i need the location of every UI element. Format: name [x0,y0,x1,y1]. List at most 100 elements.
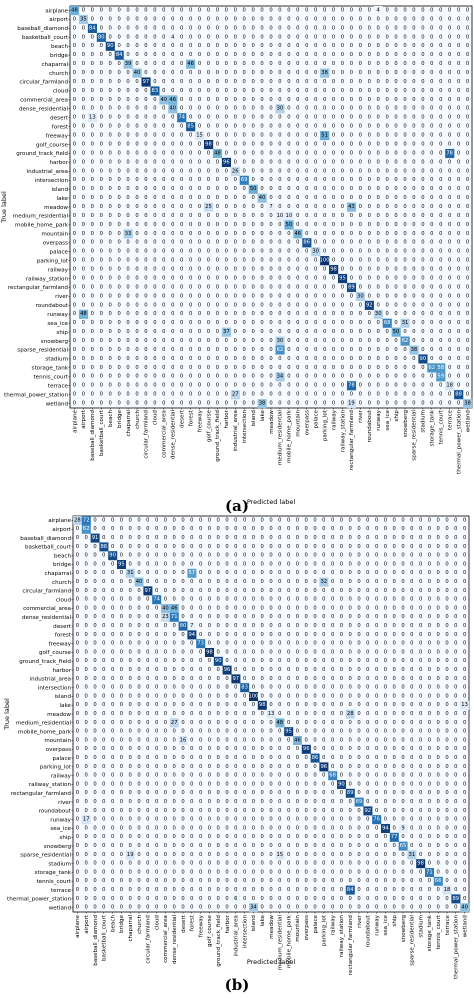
cell-value: 0 [384,641,387,647]
cell-value: 0 [368,115,371,121]
cell-value: 0 [198,240,201,246]
cell-value: 0 [217,702,220,708]
matrix-cell [213,656,223,666]
cell-value: 0 [331,702,334,708]
cell-value: 0 [394,177,397,183]
cell-value: 0 [384,553,387,559]
cell-value: 0 [109,124,112,130]
matrix-cell [152,595,162,605]
cell-value: 0 [393,553,396,559]
cell-value: 0 [448,141,451,147]
cell-value: 0 [181,869,184,875]
cell-value: 0 [428,588,431,594]
cell-value: 40 [162,605,169,611]
cell-value: 0 [208,887,211,893]
cell-value: 0 [403,43,406,49]
cell-value: 0 [437,729,440,735]
cell-value: 0 [368,374,371,380]
cell-value: 0 [100,7,103,13]
cell-value: 0 [93,649,96,655]
cell-value: 0 [419,693,422,699]
cell-value: 0 [341,70,344,76]
cell-value: 0 [164,597,167,603]
column-tick-label: rectangular_farmland [349,410,355,471]
cell-value: 0 [234,817,237,823]
cell-value: 0 [173,834,176,840]
cell-value: 0 [135,365,138,371]
cell-value: 0 [225,755,228,761]
cell-value: 0 [437,764,440,770]
cell-value: 0 [234,43,237,49]
cell-value: 0 [454,641,457,647]
cell-value: 0 [340,570,343,576]
cell-value: 0 [251,356,254,362]
cell-value: 0 [377,159,380,165]
cell-value: 0 [180,52,183,58]
cell-value: 0 [359,70,362,76]
cell-value: 0 [164,808,167,814]
cell-value: 0 [162,133,165,139]
cell-value: 0 [260,97,263,103]
cell-value: 0 [296,159,299,165]
cell-value: 0 [207,231,210,237]
cell-value: 0 [403,16,406,22]
cell-value: 0 [234,597,237,603]
cell-value: 0 [162,186,165,192]
cell-value: 0 [225,623,228,629]
cell-value: 0 [322,685,325,691]
cell-value: 0 [323,267,326,273]
cell-value: 0 [261,544,264,550]
cell-value: 0 [384,869,387,875]
cell-value: 0 [296,195,299,201]
cell-value: 0 [146,544,149,550]
cell-value: 0 [120,570,123,576]
cell-value: 0 [261,658,264,664]
cell-value: 0 [457,106,460,112]
cell-value: 0 [164,781,167,787]
cell-value: 0 [377,79,380,85]
cell-value: 0 [322,702,325,708]
cell-value: 0 [314,275,317,281]
cell-value: 78 [446,150,453,156]
cell-value: 0 [100,204,103,210]
cell-value: 0 [129,658,132,664]
cell-value: 0 [153,401,156,407]
cell-value: 0 [323,249,326,255]
cell-value: 0 [190,887,193,893]
cell-value: 0 [251,383,254,389]
cell-value: 0 [243,16,246,22]
cell-value: 0 [322,869,325,875]
cell-value: 0 [394,267,397,273]
cell-value: 0 [243,213,246,219]
cell-value: 0 [93,702,96,708]
cell-value: 0 [153,133,156,139]
cell-value: 0 [129,597,132,603]
cell-value: 0 [305,267,308,273]
cell-value: 0 [180,177,183,183]
cell-value: 0 [217,825,220,831]
cell-value: 0 [287,799,290,805]
cell-value: 0 [155,896,158,902]
cell-value: 0 [137,517,140,523]
cell-value: 0 [91,347,94,353]
cell-value: 0 [199,658,202,664]
cell-value: 0 [377,115,380,121]
cell-value: 0 [153,159,156,165]
cell-value: 0 [76,746,79,752]
cell-value: 0 [359,195,362,201]
cell-value: 0 [153,97,156,103]
cell-value: 0 [269,702,272,708]
cell-value: 96 [224,667,231,673]
matrix-cell [302,238,312,248]
cell-value: 0 [189,320,192,326]
cell-value: 0 [189,159,192,165]
cell-value: 0 [155,614,158,620]
cell-value: 0 [454,861,457,867]
cell-value: 0 [207,115,210,121]
cell-value: 0 [73,43,76,49]
cell-value: 0 [82,293,85,299]
cell-value: 0 [419,711,422,717]
cell-value: 0 [428,746,431,752]
cell-value: 0 [164,878,167,884]
cell-value: 0 [439,88,442,94]
